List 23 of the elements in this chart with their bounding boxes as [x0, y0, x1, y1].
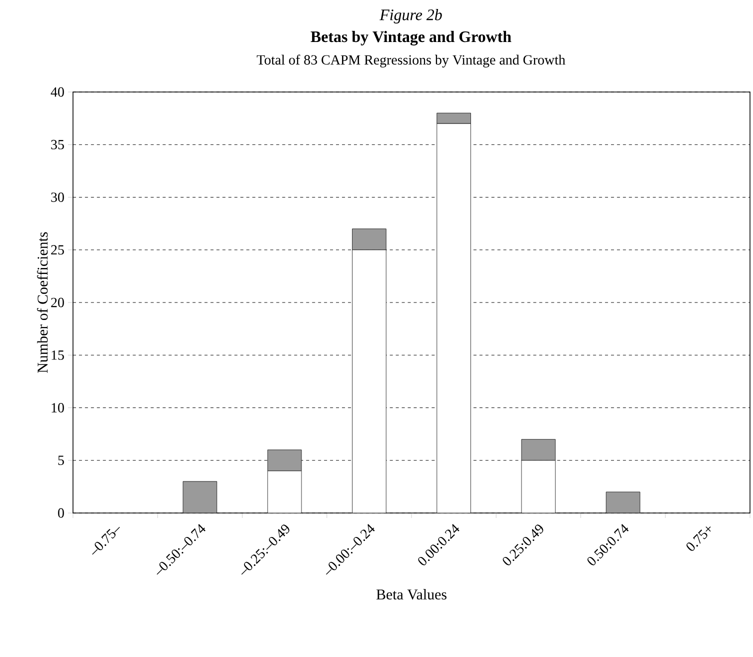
- bar: [267, 450, 302, 472]
- chart-subtitle: Total of 83 CAPM Regressions by Vintage and Growth: [256, 54, 566, 68]
- y-tick-label: 35: [51, 140, 64, 150]
- bar: [521, 439, 556, 461]
- bar: [352, 228, 386, 250]
- bar: [521, 460, 556, 513]
- bar: [436, 123, 471, 513]
- y-tick-label: 0: [58, 508, 64, 518]
- caption: Figure 2b: [380, 9, 442, 24]
- y-tick-label: 5: [58, 456, 64, 466]
- bar: [182, 481, 218, 513]
- bar: [606, 492, 640, 513]
- chart-title: Betas by Vintage and Growth: [310, 30, 512, 46]
- bar: [267, 470, 302, 513]
- y-tick-label: 15: [52, 350, 64, 360]
- bar: [352, 250, 386, 513]
- y-tick-label: 25: [51, 245, 64, 255]
- x-axis-title: Beta Values: [376, 589, 446, 600]
- y-axis-title: Number of Coefficients: [37, 232, 48, 373]
- y-tick-label: 30: [51, 192, 64, 202]
- y-tick-label: 40: [50, 87, 64, 97]
- y-tick-label: 10: [52, 403, 64, 412]
- y-tick-label: 20: [51, 298, 64, 308]
